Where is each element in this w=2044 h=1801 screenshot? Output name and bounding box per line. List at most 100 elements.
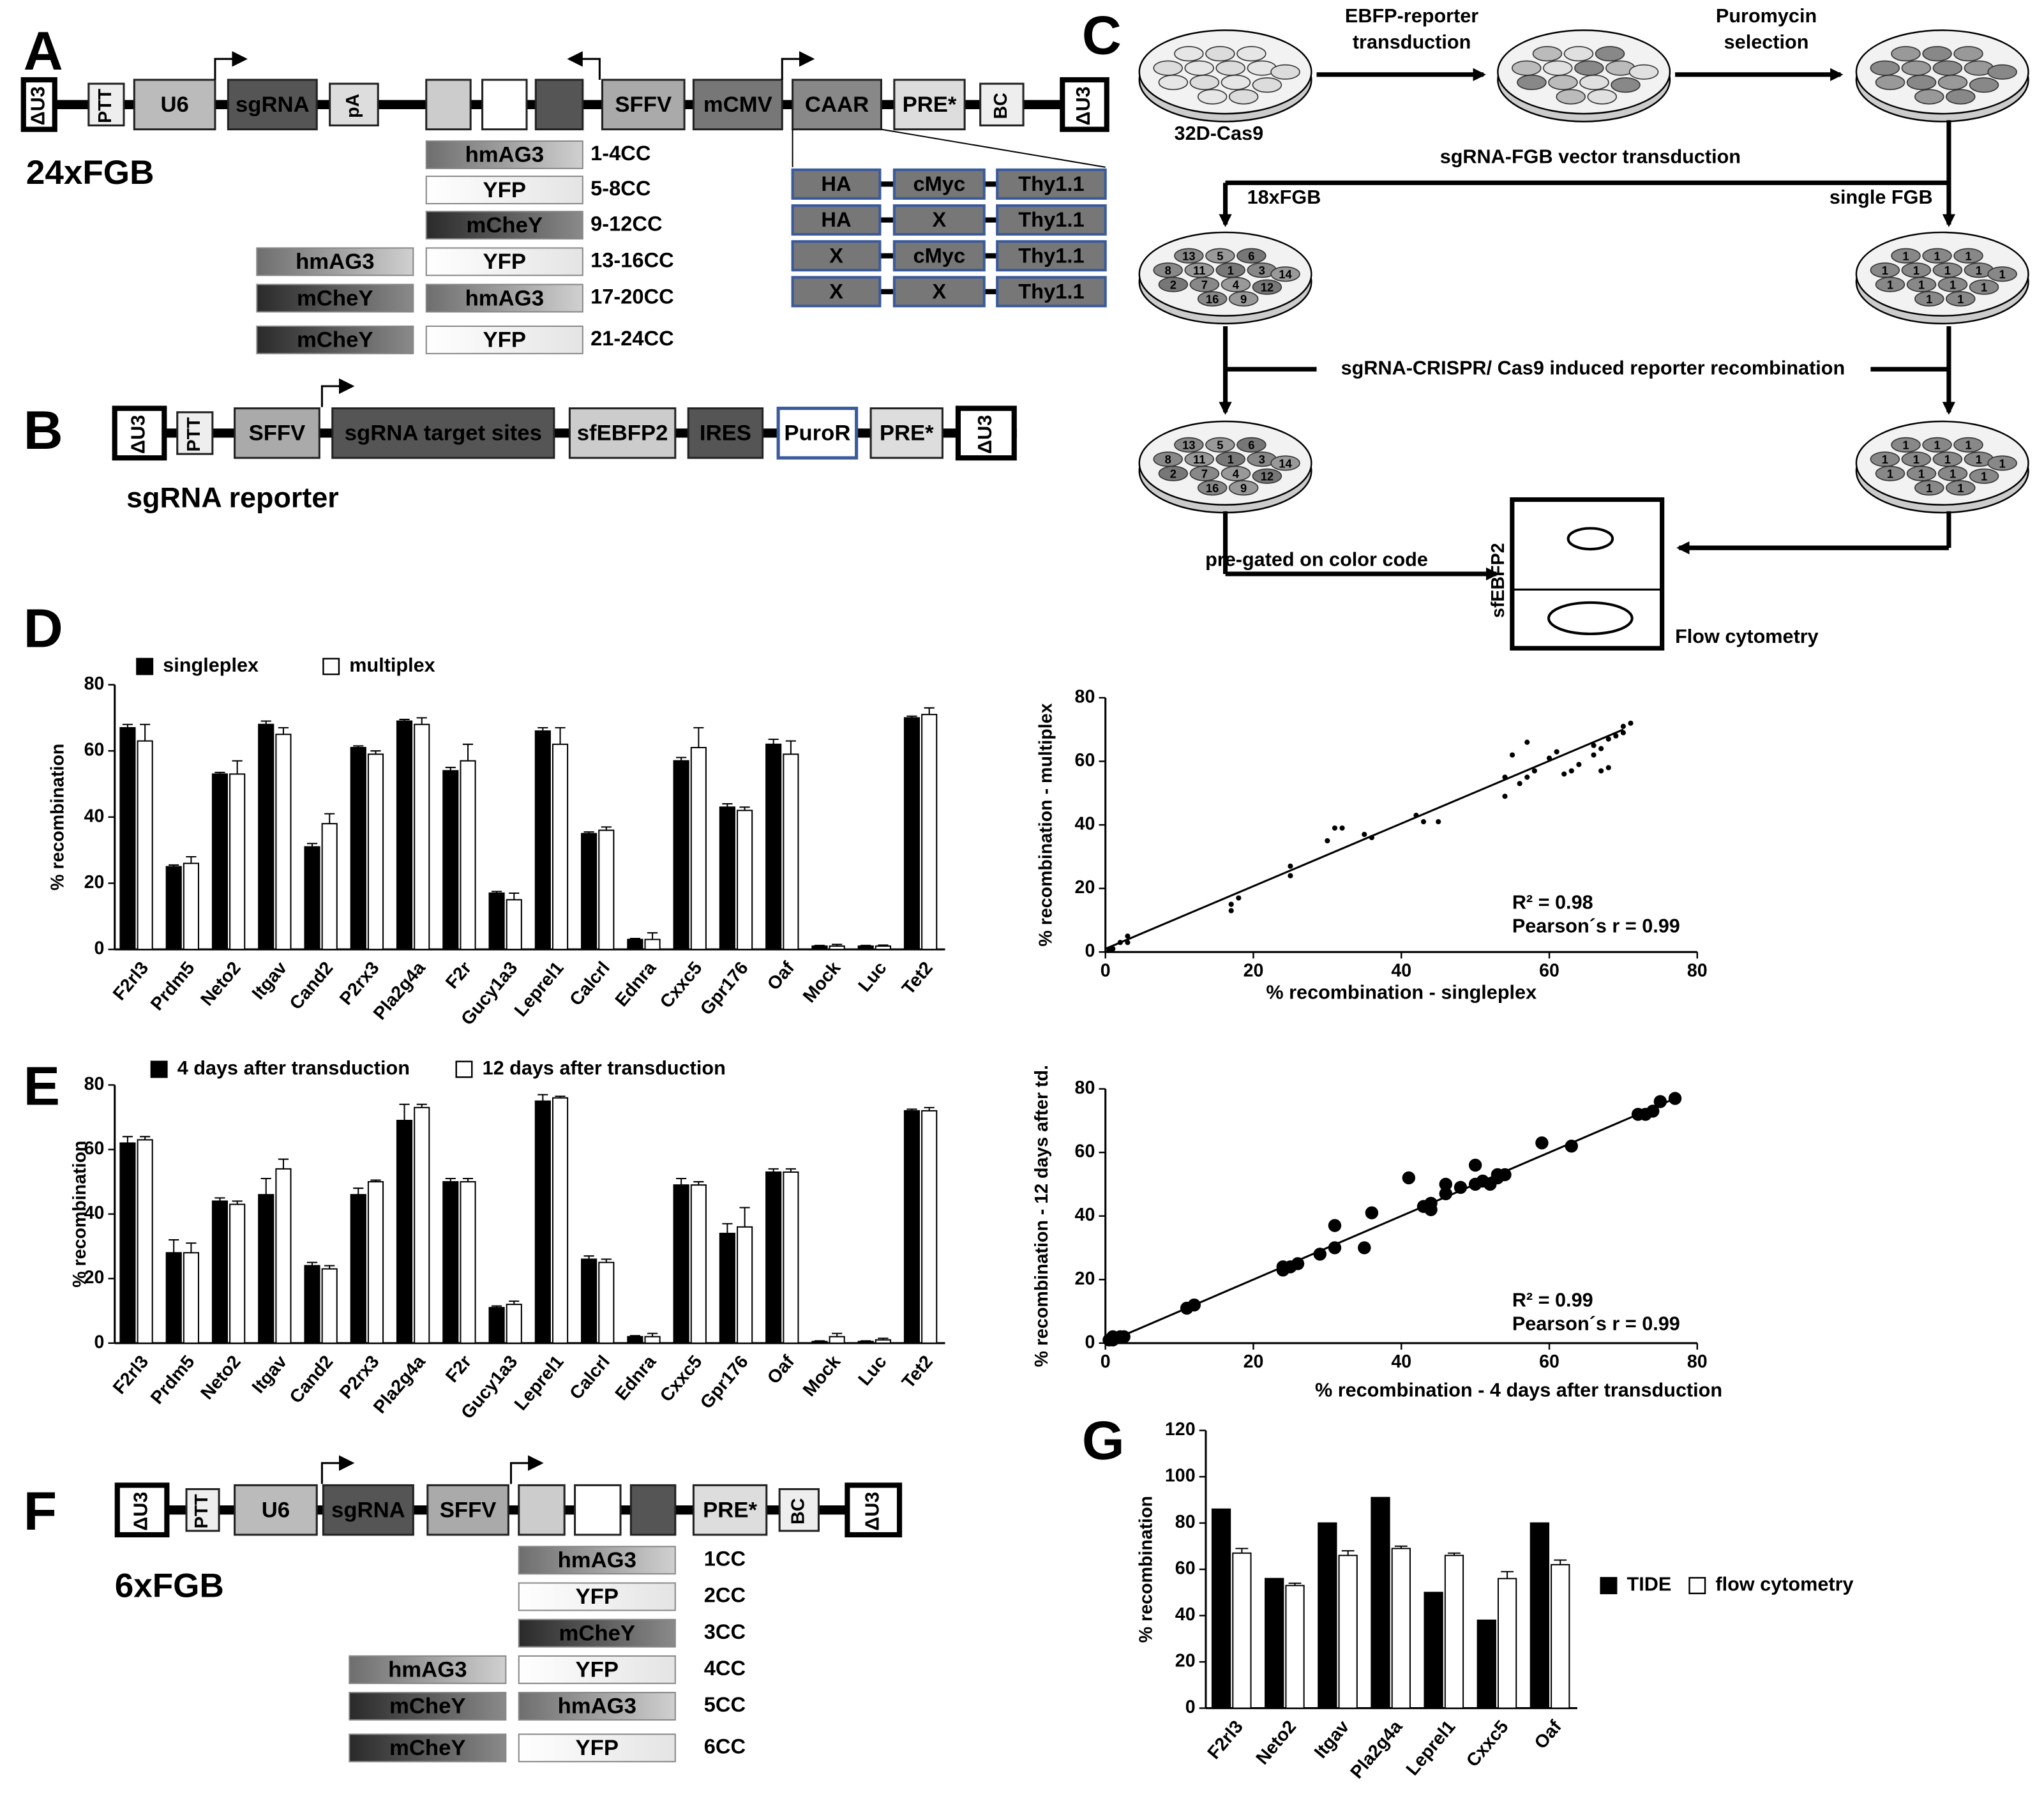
bar <box>719 806 735 951</box>
ltr-box <box>114 1482 170 1538</box>
well-label: 3 <box>1259 264 1265 277</box>
well-label: 1 <box>1976 453 1982 466</box>
well <box>1252 279 1282 295</box>
ltr-box <box>1060 77 1109 132</box>
element-box <box>601 79 686 131</box>
caar-box <box>996 240 1107 272</box>
point <box>1605 736 1611 742</box>
element-box <box>234 407 320 459</box>
error-bar <box>353 1187 364 1195</box>
well <box>1189 75 1220 91</box>
y-tick-label: 20 <box>84 872 105 893</box>
color-code-label: 9-12CC <box>590 211 663 235</box>
legend-swatch <box>136 658 154 675</box>
well <box>1891 46 1921 62</box>
well-label: 1 <box>1918 467 1925 481</box>
ltr-box <box>112 405 167 461</box>
error-bar <box>906 1108 917 1111</box>
well <box>1189 465 1220 481</box>
element-box <box>185 1488 220 1532</box>
well <box>1946 291 1976 307</box>
error-bar <box>140 723 151 741</box>
flow-axis-label: sfEBFP2 <box>1488 543 1508 618</box>
y-tick-label: 0 <box>94 938 104 959</box>
legend-label: TIDE <box>1627 1574 1672 1595</box>
well <box>1215 60 1246 76</box>
point <box>1628 720 1634 726</box>
bar <box>598 1262 615 1344</box>
well-label: 6 <box>1248 439 1254 452</box>
y-tick-label: 80 <box>1175 1512 1196 1532</box>
x-tick-label: Luc <box>854 958 890 996</box>
bar <box>627 1336 643 1344</box>
element-box <box>687 407 764 459</box>
y-tick-label: 40 <box>1175 1604 1196 1625</box>
color-code-box-label: mCheY <box>389 1694 466 1719</box>
point <box>1187 1298 1201 1312</box>
x-tick-label: 80 <box>1687 1352 1708 1372</box>
point <box>1117 940 1123 946</box>
point <box>1517 781 1522 787</box>
error-bar <box>462 1178 474 1182</box>
well-label: 1 <box>1965 250 1971 263</box>
well-label: 1 <box>1950 278 1956 292</box>
well <box>1987 64 2017 80</box>
point <box>1328 1241 1342 1255</box>
ltr-box-label: ΔU3 <box>1072 86 1094 125</box>
point <box>1561 771 1567 777</box>
y-axis-label: % recombination - 12 days after td. <box>1032 1065 1052 1367</box>
well-label: 11 <box>1193 453 1205 466</box>
error-bar <box>509 1300 520 1305</box>
bar <box>119 1142 136 1344</box>
point <box>1546 755 1552 761</box>
error-bar <box>1341 1550 1355 1556</box>
point <box>1598 768 1604 774</box>
well <box>1236 437 1266 453</box>
well-label: 1 <box>1926 481 1932 495</box>
y-axis-label: % recombination <box>47 744 68 891</box>
error-bar <box>601 826 612 831</box>
y-tick-label: 60 <box>84 1138 105 1159</box>
error-bar <box>509 892 520 900</box>
color-code-box <box>425 140 583 169</box>
bar <box>719 1232 735 1344</box>
color-code-box-label: mCheY <box>467 213 543 237</box>
error-bar <box>214 771 225 774</box>
error-bar <box>906 715 917 718</box>
y-tick-label: 0 <box>94 1332 104 1352</box>
well <box>1937 276 1968 292</box>
promoter-arrow <box>320 1455 355 1484</box>
well <box>1205 248 1235 264</box>
caar-box <box>996 168 1107 200</box>
well-label: 13 <box>1182 439 1195 452</box>
bar <box>1338 1555 1358 1709</box>
y-tick-label: 40 <box>84 806 105 826</box>
construct-name: 24xFGB <box>26 154 154 192</box>
well-label: 4 <box>1233 467 1240 481</box>
element-box-label: BC <box>991 93 1011 119</box>
point <box>1328 1219 1342 1232</box>
panel-label: E <box>24 1055 60 1117</box>
well-label: 8 <box>1165 264 1171 277</box>
color-code-box <box>518 1618 676 1648</box>
bar <box>137 1139 153 1344</box>
well <box>1158 75 1189 91</box>
color-code-label: 6CC <box>704 1734 746 1758</box>
error-bar <box>491 891 502 893</box>
bar <box>1285 1585 1305 1709</box>
element-box <box>234 1484 318 1536</box>
bar <box>1551 1564 1570 1709</box>
legend-swatch <box>1688 1577 1706 1595</box>
color-code-box-label: hmAG3 <box>465 286 544 310</box>
x-tick-label: Itgav <box>1311 1717 1353 1763</box>
error-bar <box>416 1103 427 1108</box>
error-bar <box>583 831 594 834</box>
bar <box>1318 1522 1337 1709</box>
color-code-box-label: hmAG3 <box>558 1548 636 1572</box>
element-box <box>425 79 472 131</box>
x-tick-label: Calcrl <box>566 958 614 1009</box>
x-tick-label: Neto2 <box>197 1352 245 1403</box>
caar-box <box>791 204 882 236</box>
bar <box>321 823 338 951</box>
element-box-label: SFFV <box>249 421 306 446</box>
